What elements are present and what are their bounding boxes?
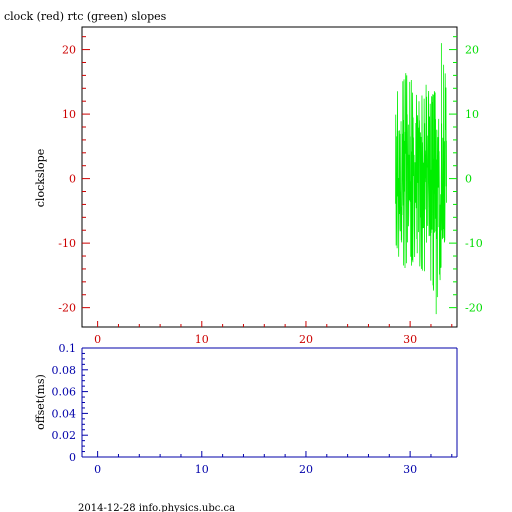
left-tick-label: -20 — [58, 302, 76, 315]
left-tick-label: -10 — [58, 237, 76, 250]
rtc-slope-line — [395, 64, 447, 298]
footer-credit: 2014-12-28 info.physics.ubc.ca — [78, 503, 235, 512]
offset-x-axis: 0 10 20 30 — [94, 451, 453, 476]
left-tick-label: 0 — [69, 173, 76, 186]
x-tick-label: 10 — [195, 333, 209, 346]
right-tick-label: 10 — [465, 108, 479, 121]
offset-tick-label: 0.04 — [52, 407, 77, 420]
slopes-panel: -20 -10 0 10 20 -20 -10 0 10 20 0 10 20 30 clockslo… — [34, 26, 483, 346]
x-tick-label: 0 — [94, 333, 101, 346]
offset-tick-label: 0.02 — [52, 429, 77, 442]
slopes-left-axis: -20 -10 0 10 20 — [58, 36, 90, 315]
left-tick-label: 10 — [62, 108, 76, 121]
right-tick-label: -20 — [465, 302, 483, 315]
chart-title: clock (red) rtc (green) slopes — [4, 10, 167, 23]
slopes-right-axis: -20 -10 0 10 20 — [449, 36, 483, 315]
offset-tick-label: 0.1 — [59, 342, 77, 355]
right-tick-label: 20 — [465, 44, 479, 57]
slopes-y-axis-label: clockslope — [34, 149, 47, 207]
offset-tick-label: 0 — [69, 451, 76, 464]
x-tick-label: 30 — [403, 333, 417, 346]
offset-x-tick-label: 30 — [403, 463, 417, 476]
x-tick-label: 20 — [299, 333, 313, 346]
offset-tick-label: 0.08 — [52, 364, 77, 377]
slopes-series — [395, 43, 447, 315]
offset-y-axis: 0 0.02 0.04 0.06 0.08 0.1 — [52, 342, 88, 464]
slopes-x-axis: 0 10 20 30 — [94, 321, 453, 346]
offset-x-tick-label: 10 — [195, 463, 209, 476]
offset-x-tick-label: 20 — [299, 463, 313, 476]
left-tick-label: 20 — [62, 44, 76, 57]
offset-panel: 0 0.02 0.04 0.06 0.08 0.1 0 10 20 30 offset(ms) — [34, 342, 458, 476]
offset-tick-label: 0.06 — [52, 386, 77, 399]
right-tick-label: 0 — [465, 173, 472, 186]
right-tick-label: -10 — [465, 237, 483, 250]
offset-y-axis-label: offset(ms) — [34, 374, 47, 430]
slopes-frame — [81, 26, 458, 328]
offset-x-tick-label: 0 — [94, 463, 101, 476]
